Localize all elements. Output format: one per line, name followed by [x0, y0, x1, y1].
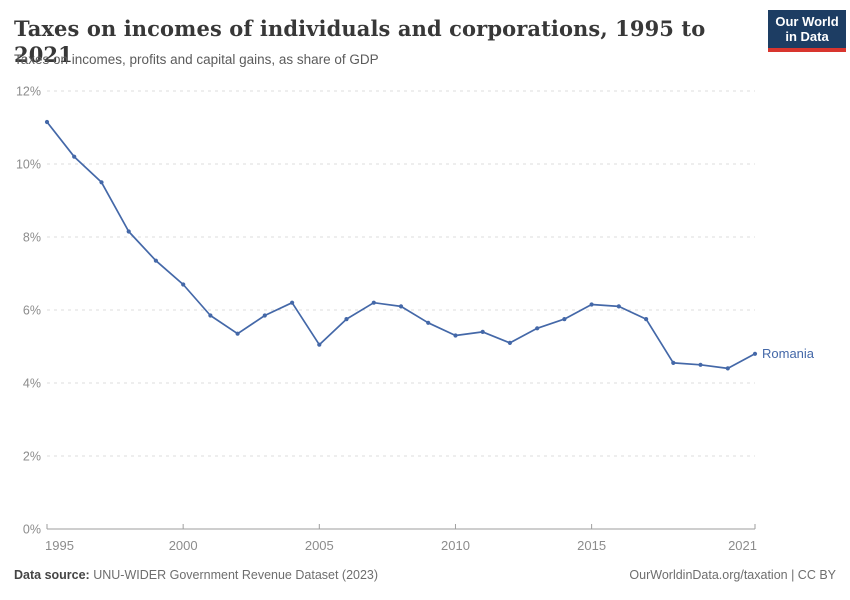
data-point	[616, 304, 621, 309]
data-point	[126, 229, 131, 234]
data-point	[44, 119, 50, 125]
x-tick-label: 1995	[45, 538, 74, 553]
data-point	[725, 366, 730, 371]
x-tick-label: 2000	[169, 538, 198, 553]
x-tick-label: 2021	[728, 538, 757, 553]
data-point	[262, 313, 267, 318]
data-point	[752, 351, 758, 356]
owid-logo: Our World in Data	[768, 10, 846, 52]
chart-subtitle: Taxes on incomes, profits and capital ga…	[14, 52, 379, 67]
data-point	[72, 154, 77, 159]
data-point	[344, 317, 349, 322]
data-point	[235, 331, 240, 336]
y-tick-label: 4%	[23, 377, 41, 391]
data-point	[589, 302, 594, 307]
chart-title: Taxes on incomes of individuals and corp…	[14, 16, 706, 67]
entity-label: Romania	[762, 346, 815, 361]
data-point	[453, 333, 458, 338]
data-point	[317, 342, 322, 347]
data-point	[371, 300, 376, 305]
x-tick-label: 2015	[577, 538, 606, 553]
chart-footer: Data source: UNU-WIDER Government Revenu…	[14, 568, 836, 582]
data-point	[480, 329, 485, 334]
data-point	[153, 258, 158, 263]
data-point	[290, 300, 295, 305]
y-tick-label: 2%	[23, 450, 41, 464]
data-source-text: UNU-WIDER Government Revenue Dataset (20…	[93, 568, 379, 582]
data-point	[181, 282, 186, 287]
owid-logo-line2: in Data	[785, 29, 829, 44]
y-tick-label: 0%	[23, 523, 41, 537]
data-point	[535, 326, 540, 331]
data-point	[99, 180, 104, 185]
data-point	[208, 313, 213, 318]
data-point	[426, 320, 431, 325]
y-tick-label: 8%	[23, 231, 41, 245]
data-point	[562, 317, 567, 322]
data-point	[698, 362, 703, 367]
data-point	[398, 304, 404, 309]
x-tick-label: 2010	[441, 538, 470, 553]
trend-line	[46, 121, 756, 370]
data-point	[507, 340, 512, 345]
data-source-label: Data source:	[14, 568, 90, 582]
data-source: Data source: UNU-WIDER Government Revenu…	[14, 568, 378, 582]
credit-line: OurWorldinData.org/taxation | CC BY	[629, 568, 836, 582]
data-point	[644, 317, 649, 322]
data-point	[671, 360, 676, 365]
y-tick-label: 10%	[16, 158, 41, 172]
y-tick-label: 12%	[16, 85, 41, 99]
x-tick-label: 2005	[305, 538, 334, 553]
owid-logo-line1: Our World	[775, 14, 839, 29]
y-tick-label: 6%	[23, 304, 41, 318]
